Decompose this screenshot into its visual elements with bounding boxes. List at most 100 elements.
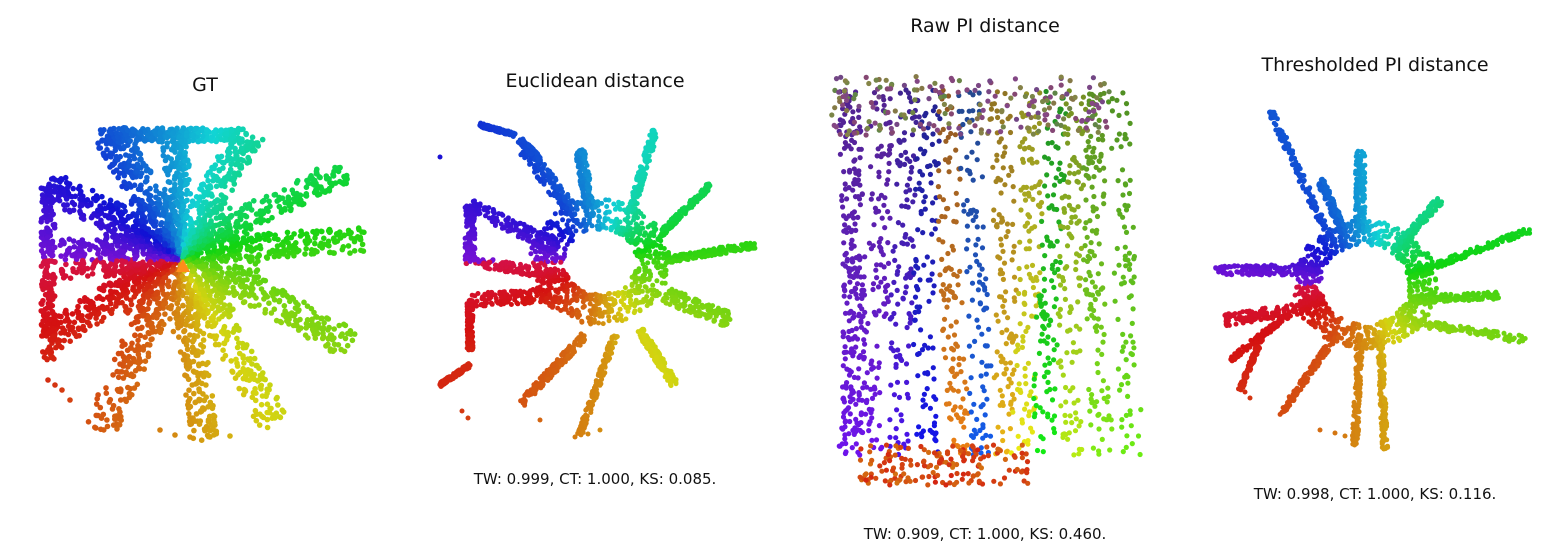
gt-point — [136, 284, 142, 291]
gt-point — [253, 417, 260, 424]
gt-point — [117, 388, 124, 395]
gt-point — [80, 260, 87, 267]
gt-point — [292, 311, 298, 318]
gt-point — [326, 188, 333, 194]
gt-point — [133, 239, 139, 245]
euclid-point — [639, 172, 645, 178]
gt-point — [253, 219, 259, 225]
gt-point — [267, 382, 273, 388]
euclid-point — [672, 221, 678, 227]
gt-point — [134, 168, 141, 174]
gt-point — [240, 355, 246, 361]
euclid-point — [642, 155, 648, 161]
gt-point — [178, 146, 184, 153]
gt-point — [160, 291, 167, 297]
panel-4-metrics: TW: 0.998, CT: 1.000, KS: 0.116. — [1253, 485, 1497, 503]
gt-point — [223, 131, 230, 137]
gt-point — [219, 244, 225, 250]
euclid-point — [723, 322, 729, 327]
gt-point — [136, 136, 143, 142]
gt-point — [245, 154, 251, 161]
gt-point — [319, 315, 325, 322]
gt-point — [233, 322, 240, 329]
gt-point — [128, 360, 134, 366]
gt-point — [169, 160, 175, 166]
gt-point — [232, 149, 239, 155]
euclid-point — [691, 199, 697, 205]
gt-point — [97, 145, 104, 151]
gt-point — [214, 235, 221, 241]
gt-point — [187, 323, 193, 329]
gt-point — [190, 358, 197, 365]
euclid-point — [674, 253, 680, 259]
gt-point — [164, 281, 171, 288]
gt-point — [85, 273, 91, 279]
gt-point — [128, 147, 135, 153]
gt-point — [267, 203, 273, 210]
gt-point — [138, 243, 145, 250]
gt-point — [140, 264, 146, 271]
gt-point — [84, 313, 91, 320]
gt-point — [196, 397, 203, 404]
panel-2-title: Euclidean distance — [505, 70, 685, 92]
gt-point — [194, 317, 201, 323]
gt-point — [260, 376, 267, 382]
euclid-point — [558, 201, 564, 207]
gt-point — [257, 216, 264, 222]
gt-point — [114, 134, 121, 140]
gt-point — [312, 231, 319, 237]
gt-point — [186, 387, 192, 394]
gt-point — [176, 289, 182, 296]
euclid-point — [593, 380, 599, 386]
gt-point — [97, 404, 104, 411]
gt-point — [248, 226, 254, 232]
gt-point — [108, 154, 114, 160]
gt-point — [349, 337, 356, 344]
gt-point — [199, 133, 206, 140]
euclid-point — [582, 155, 588, 161]
euclid-point — [528, 160, 534, 166]
gt-point — [89, 187, 96, 194]
euclid-point — [642, 337, 648, 343]
gt-point — [189, 268, 196, 275]
gt-point — [184, 346, 191, 353]
gt-point — [266, 198, 272, 205]
gt-point — [205, 404, 211, 410]
gt-point — [45, 229, 52, 235]
gt-point — [231, 327, 238, 334]
gt-point — [219, 212, 226, 218]
euclid-point — [740, 242, 746, 248]
gt-point — [143, 225, 149, 232]
gt-point — [139, 216, 145, 223]
gt-point — [174, 312, 181, 319]
euclid-point — [648, 142, 654, 147]
gt-point — [317, 325, 323, 331]
gt-point — [220, 165, 226, 171]
gt-point — [244, 139, 250, 145]
gt-point — [228, 212, 235, 219]
gt-point — [210, 313, 216, 319]
euclid-point — [578, 423, 584, 428]
euclid-point — [681, 205, 687, 211]
gt-point — [62, 273, 69, 279]
euclid-point — [687, 303, 693, 309]
gt-point — [196, 224, 203, 230]
gt-point — [86, 304, 93, 311]
gt-point — [248, 207, 255, 213]
gt-point — [221, 326, 227, 332]
gt-point — [78, 188, 84, 195]
gt-point — [311, 182, 318, 188]
gt-point — [50, 337, 56, 343]
gt-point — [40, 250, 47, 257]
gt-point — [247, 302, 254, 309]
gt-point — [137, 173, 144, 180]
gt-point — [193, 411, 200, 417]
gt-point — [351, 248, 358, 254]
gt-point — [187, 302, 193, 308]
gt-point — [217, 255, 224, 262]
gt-point — [104, 417, 110, 423]
gt-point — [60, 188, 67, 195]
gt-point — [99, 241, 105, 248]
gt-point — [212, 335, 219, 342]
gt-point — [110, 422, 117, 428]
